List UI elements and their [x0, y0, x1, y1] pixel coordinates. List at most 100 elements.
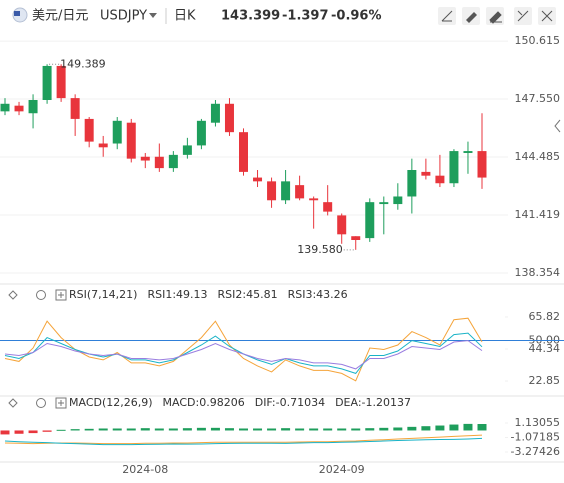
histogram-bar	[393, 427, 403, 431]
candle-body	[323, 202, 333, 212]
candle-body	[281, 181, 291, 201]
histogram-bar	[407, 426, 417, 431]
collapse-arrow[interactable]	[554, 119, 561, 133]
candle-body	[477, 151, 487, 178]
add-icon-cross	[58, 400, 64, 406]
histogram-bar	[168, 428, 178, 431]
histogram-bar	[56, 429, 66, 431]
tool-icon	[489, 11, 502, 24]
candle-body	[224, 103, 234, 133]
candle-body	[253, 177, 263, 182]
y-tick-label: -1.07185	[511, 431, 560, 444]
settings-icon[interactable]	[36, 398, 46, 408]
candle-body	[182, 145, 192, 155]
tool-icon	[541, 10, 553, 22]
candle-body	[337, 215, 347, 235]
histogram-bar	[28, 430, 38, 434]
x-tick-label: 2024-08	[122, 463, 168, 476]
histogram-bar	[365, 428, 375, 431]
candle-body	[379, 202, 389, 205]
histogram-bar	[42, 430, 52, 432]
candle-body	[295, 185, 305, 199]
candle-body	[140, 156, 150, 161]
low-annotation: 139.580	[297, 243, 343, 256]
indicator-line	[4, 340, 483, 370]
histogram-bar	[182, 428, 192, 431]
symbol[interactable]: USDJPY	[100, 9, 147, 24]
add-icon[interactable]	[55, 289, 67, 301]
y-tick-label: 141.419	[515, 208, 561, 221]
rsi-tools	[8, 289, 67, 301]
histogram-bar	[267, 428, 277, 431]
eye-icon[interactable]	[8, 398, 18, 408]
histogram-bar	[253, 428, 263, 431]
histogram-bar	[84, 428, 94, 431]
candle-body	[393, 196, 403, 205]
histogram-bar	[351, 428, 361, 431]
candle-body	[210, 103, 220, 123]
histogram-bar	[98, 428, 108, 431]
y-tick-label: 144.485	[515, 150, 561, 163]
histogram-bar	[126, 428, 136, 431]
eye-icon[interactable]	[8, 290, 18, 300]
candle-body	[421, 171, 431, 176]
high-annotation: 149.389	[60, 57, 106, 70]
legend-entry: RSI1:49.13	[147, 288, 207, 301]
histogram-bar	[309, 428, 319, 431]
dropdown-arrow[interactable]	[149, 13, 157, 18]
candle-body	[154, 156, 164, 169]
legend-entry: RSI2:45.81	[218, 288, 278, 301]
x-tick-label: 2024-09	[319, 463, 365, 476]
candle-body	[42, 65, 52, 100]
add-icon-cross	[58, 292, 64, 298]
candle-body	[239, 132, 248, 172]
candle-body	[112, 120, 122, 144]
candle-body	[168, 154, 178, 169]
candle-body	[98, 143, 108, 148]
legend-entry: DEA:-1.20137	[335, 396, 411, 409]
candle-body	[0, 103, 10, 112]
candle-body	[126, 122, 136, 159]
histogram-bar	[449, 424, 459, 431]
y-tick-label: 65.82	[529, 310, 561, 323]
y-tick-label: 138.354	[515, 266, 561, 279]
histogram-bar	[154, 428, 164, 431]
legend-entry: RSI3:43.26	[288, 288, 348, 301]
candle-body	[267, 181, 277, 201]
candle-body	[70, 98, 80, 119]
pair-name[interactable]: 美元/日元	[32, 9, 88, 24]
candle-body	[196, 120, 206, 146]
macd-tools	[8, 397, 67, 409]
histogram-bar	[295, 428, 305, 431]
histogram-bar	[435, 425, 445, 431]
settings-icon[interactable]	[36, 290, 46, 300]
candle-body	[407, 170, 417, 197]
y-tick-label: 147.550	[515, 92, 561, 105]
flag-canton	[14, 11, 20, 16]
indicator-title: MACD(12,26,9)	[69, 396, 153, 409]
histogram-bar	[463, 423, 473, 431]
histogram-bar	[379, 427, 389, 431]
period[interactable]: 日K	[174, 9, 196, 24]
last-price: 143.399	[221, 9, 280, 24]
add-icon[interactable]	[55, 397, 67, 409]
y-tick-label: 44.34	[529, 342, 561, 355]
indicator-line	[4, 434, 483, 445]
candle-body	[28, 100, 38, 114]
histogram-bar	[421, 426, 431, 431]
candle-body	[463, 151, 473, 153]
histogram-bar	[112, 428, 122, 431]
candle-body	[56, 65, 66, 99]
tool-icon	[441, 10, 453, 22]
candle-body	[84, 118, 94, 142]
tool-icon	[466, 12, 477, 23]
histogram-bar	[239, 428, 248, 431]
indicator-title: RSI(7,14,21)	[69, 288, 137, 301]
candle-body	[14, 105, 24, 112]
histogram-bar	[477, 424, 487, 431]
candle-body	[351, 236, 361, 240]
legend-entry: DIF:-0.71034	[255, 396, 325, 409]
histogram-bar	[140, 428, 150, 431]
